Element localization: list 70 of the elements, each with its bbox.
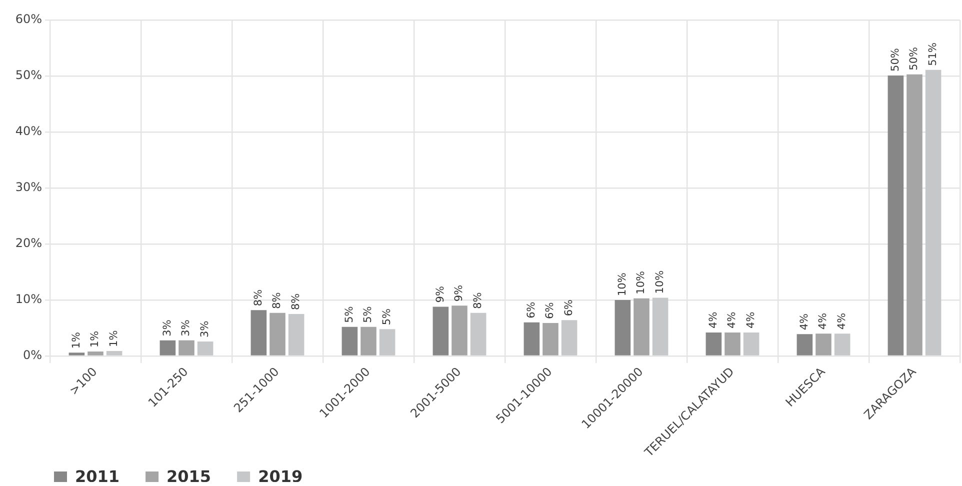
data-label: 10% xyxy=(654,270,666,294)
data-label: 10% xyxy=(616,272,628,296)
bar xyxy=(270,312,286,356)
bar xyxy=(452,306,468,356)
data-label: 1% xyxy=(108,330,120,347)
data-label: 5% xyxy=(343,306,356,323)
data-label: 6% xyxy=(544,302,556,319)
data-label: 1% xyxy=(89,330,102,348)
y-tick-label: 50% xyxy=(15,68,42,82)
data-label: 4% xyxy=(707,312,720,328)
y-tick-label: 0% xyxy=(22,348,42,362)
bar xyxy=(925,70,942,356)
data-label: 4% xyxy=(836,312,848,330)
bar xyxy=(342,326,358,356)
bar xyxy=(197,341,214,356)
data-label: 50% xyxy=(889,48,902,72)
data-label: 3% xyxy=(199,320,212,338)
y-tick-label: 60% xyxy=(15,12,42,26)
data-label: 5% xyxy=(381,308,394,326)
bar xyxy=(561,320,578,356)
bar xyxy=(906,74,922,356)
bar xyxy=(160,340,176,356)
bar xyxy=(652,298,668,356)
y-tick-label: 40% xyxy=(15,124,42,138)
data-label: 6% xyxy=(563,299,576,316)
data-label: 3% xyxy=(161,320,174,336)
bar xyxy=(724,332,740,356)
bar xyxy=(106,350,122,356)
data-label: 9% xyxy=(434,286,446,303)
legend-label: 2015 xyxy=(166,467,212,486)
data-label: 4% xyxy=(745,312,758,328)
bar xyxy=(888,75,904,356)
data-label: 9% xyxy=(453,284,466,302)
data-label: 50% xyxy=(908,46,920,70)
legend-label: 2019 xyxy=(258,467,303,486)
data-label: 4% xyxy=(798,313,810,330)
bar xyxy=(360,326,376,356)
bar xyxy=(834,334,850,356)
bar xyxy=(470,312,486,356)
bar xyxy=(524,322,540,356)
data-label: 1% xyxy=(70,332,82,349)
data-label: 10% xyxy=(635,270,648,294)
bar xyxy=(614,300,631,356)
data-label: 4% xyxy=(817,312,830,330)
bar xyxy=(88,352,104,356)
data-label: 51% xyxy=(927,42,940,66)
data-label: 3% xyxy=(180,320,192,336)
data-label: 8% xyxy=(271,292,284,309)
bar xyxy=(816,334,832,356)
data-label: 8% xyxy=(290,293,302,310)
bar xyxy=(743,332,760,356)
data-label: 5% xyxy=(362,306,374,323)
data-label: 4% xyxy=(726,312,738,328)
bar xyxy=(379,329,396,356)
data-label: 8% xyxy=(252,289,264,306)
data-label: 8% xyxy=(472,292,484,309)
y-tick-label: 30% xyxy=(15,180,42,194)
bar xyxy=(250,310,267,356)
y-tick-label: 20% xyxy=(15,236,42,250)
legend-label: 2011 xyxy=(75,467,120,486)
bar xyxy=(178,340,194,356)
bar xyxy=(288,314,304,356)
bar xyxy=(542,322,558,356)
y-tick-label: 10% xyxy=(15,292,42,306)
bar xyxy=(634,298,650,356)
bar xyxy=(68,352,85,356)
bar xyxy=(706,332,722,356)
data-label: 6% xyxy=(525,302,538,318)
bar xyxy=(796,334,813,356)
bar xyxy=(432,306,449,356)
